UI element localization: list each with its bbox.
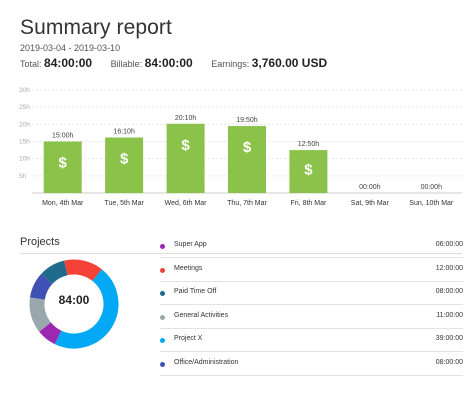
project-color-dot [160,244,165,249]
x-tick-label: Fri, 8th Mar [291,200,327,207]
total-label: Total: [20,59,42,69]
donut-segment[interactable] [41,260,68,285]
billable-label: Billable: [110,59,143,69]
project-time: 11:00:00 [436,311,463,319]
totals-bar: Total: 84:00:00 Billable: 84:00:00 Earni… [20,56,343,70]
project-name: Project X [174,335,203,342]
billable-value: 84:00:00 [144,56,193,70]
bar-value-label: 15:00h [52,133,74,140]
project-color-dot [160,338,165,343]
donut-total: 84:00 [58,293,90,307]
daily-bar-chart: 30h 25h 20h 15h 10h 5h $15:00h Mon, 4th Mar $16:… [19,87,462,207]
project-row[interactable]: Office/Administration 08:00:00 [160,354,463,376]
project-time: 06:00:00 [435,241,463,248]
total-value: 84:00:00 [44,56,93,70]
project-row[interactable]: Paid Time Off 08:00:00 [160,283,463,305]
y-tick-label: 15h [19,139,30,146]
bar-value-label: 20:10h [175,115,197,122]
project-row[interactable]: Project X 39:00:00 [160,330,463,352]
page-title: Summary report [20,16,172,39]
bar-value-label: 16:10h [113,128,135,135]
billable-dollar-icon: $ [243,139,252,156]
project-name: Paid Time Off [174,288,217,295]
y-tick-label: 20h [19,121,30,128]
billable-dollar-icon: $ [304,162,313,179]
x-tick-label: Wed, 6th Mar [165,200,208,207]
project-time: 08:00:00 [435,288,463,295]
bar[interactable] [43,141,82,194]
project-time: 39:00:00 [435,335,463,342]
project-color-dot [160,291,165,296]
earnings-value: 3,760.00 USD [251,56,328,70]
project-color-dot [160,314,165,320]
earnings-group: Earnings: 3,760.00 USD [211,56,327,70]
x-tick-label: Sat, 9th Mar [351,200,390,207]
billable-dollar-icon: $ [181,137,190,154]
project-name: Meetings [174,264,203,272]
project-row[interactable]: General Activities 11:00:00 [160,307,463,329]
billable-group: Billable: 84:00:00 [111,56,193,70]
y-tick-label: 10h [19,156,30,163]
project-row[interactable]: Meetings 12:00:00 [160,260,463,282]
bar[interactable] [228,126,266,193]
earnings-label: Earnings: [211,59,250,69]
billable-dollar-icon: $ [59,155,68,172]
donut-segment[interactable] [64,259,102,282]
bar-value-label: 12:50h [298,141,320,148]
date-range: 2019-03-04 - 2019-03-10 [20,43,121,53]
project-name: General Activities [174,311,229,319]
x-tick-label: Tue, 5th Mar [104,200,144,207]
project-color-dot [160,361,165,367]
project-time: 08:00:00 [435,358,463,366]
bar[interactable] [105,137,144,193]
y-tick-label: 30h [19,87,30,94]
project-name: Super App [174,241,207,248]
project-color-dot [160,267,165,273]
bar-value-label: 19:50h [236,117,258,124]
y-tick-label: 25h [19,104,30,111]
projects-divider [20,253,462,254]
bar-value-label: 00:00h [359,184,381,191]
x-tick-label: Mon, 4th Mar [42,200,84,207]
project-row[interactable]: Super App 06:00:00 [160,236,463,258]
bar-value-label: 00:00h [421,184,443,191]
projects-title: Projects [20,236,60,248]
project-time: 12:00:00 [435,264,463,272]
total-group: Total: 84:00:00 [20,56,92,70]
donut-segment[interactable] [39,322,62,345]
bar[interactable] [166,123,205,193]
y-tick-label: 5h [19,173,27,180]
x-tick-label: Sun, 10th Mar [409,200,454,207]
billable-dollar-icon: $ [120,150,129,167]
bar[interactable] [289,150,328,193]
x-tick-label: Thu, 7th Mar [227,200,267,207]
project-name: Office/Administration [174,358,239,366]
